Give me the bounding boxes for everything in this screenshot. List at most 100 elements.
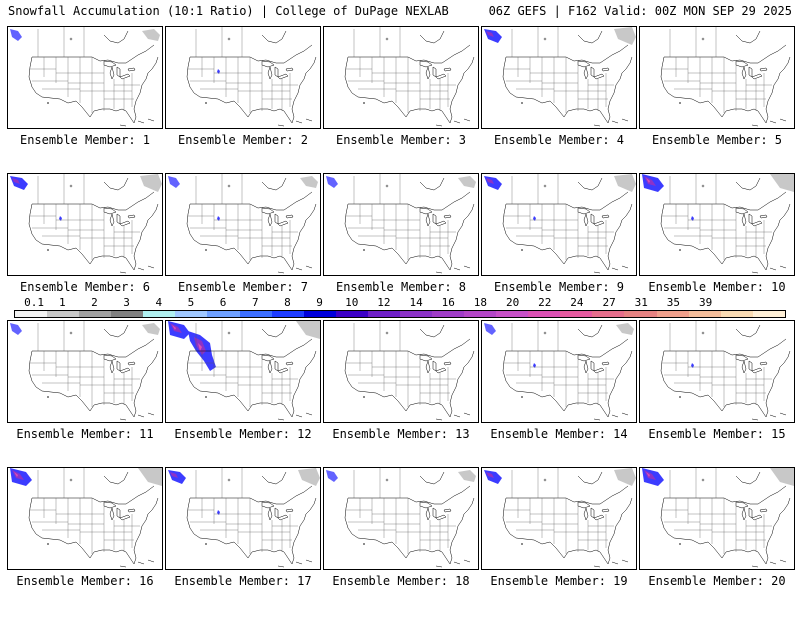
colorbar-tick-label: 14 [409, 296, 423, 309]
ensemble-panel: Ensemble Member: 3 [323, 26, 479, 176]
ensemble-member-label: Ensemble Member: 19 [490, 574, 628, 588]
snowfall-overlay [484, 174, 636, 221]
ensemble-member-label: Ensemble Member: 15 [648, 427, 786, 441]
snowfall-map [481, 320, 637, 423]
ensemble-panel: Ensemble Member: 18 [323, 467, 479, 617]
ensemble-member-label: Ensemble Member: 13 [332, 427, 470, 441]
colorbar-segment [720, 311, 753, 317]
ensemble-panel: Ensemble Member: 11 [7, 320, 163, 470]
snowfall-overlay [10, 29, 160, 41]
colorbar-tick-label: 35 [666, 296, 681, 309]
colorbar-tick-label: 3 [123, 296, 130, 309]
snowfall-map [639, 467, 795, 570]
ensemble-member-label: Ensemble Member: 18 [332, 574, 470, 588]
colorbar-tick-label: 22 [538, 296, 552, 309]
ensemble-member-label: Ensemble Member: 17 [174, 574, 312, 588]
ensemble-member-label: Ensemble Member: 12 [174, 427, 312, 441]
colorbar-scale [14, 310, 786, 318]
colorbar-tick-label: 4 [155, 296, 163, 309]
colorbar-tick-label: 20 [505, 296, 520, 309]
colorbar-segment [111, 311, 144, 317]
snowfall-overlay [10, 174, 162, 221]
colorbar-tick-label: 39 [698, 296, 713, 309]
colorbar-segment [688, 311, 721, 317]
ensemble-member-label: Ensemble Member: 5 [651, 133, 783, 147]
colorbar-tick-label: 5 [187, 296, 195, 309]
snowfall-overlay [484, 27, 636, 45]
snowfall-overlay [642, 468, 794, 486]
colorbar-segment [560, 311, 593, 317]
snowfall-map [323, 26, 479, 129]
colorbar-tick-label: 2 [91, 296, 98, 309]
ensemble-member-label: Ensemble Member: 4 [493, 133, 625, 147]
colorbar-segment [15, 311, 48, 317]
colorbar-segment [752, 311, 785, 317]
colorbar-tick-label: 12 [377, 296, 391, 309]
ensemble-panel: Ensemble Member: 5 [639, 26, 795, 176]
colorbar-segment [239, 311, 272, 317]
ensemble-panel: Ensemble Member: 13 [323, 320, 479, 470]
colorbar-tick-label: 9 [316, 296, 323, 309]
snowfall-overlay [168, 176, 318, 221]
colorbar-segment [143, 311, 176, 317]
ensemble-member-label: Ensemble Member: 20 [648, 574, 786, 588]
ensemble-member-label: Ensemble Member: 11 [16, 427, 154, 441]
ensemble-panel: Ensemble Member: 4 [481, 26, 637, 176]
snowfall-map [481, 26, 637, 129]
ensemble-panel: Ensemble Member: 14 [481, 320, 637, 470]
ensemble-member-label: Ensemble Member: 6 [19, 280, 151, 294]
ensemble-member-label: Ensemble Member: 3 [335, 133, 467, 147]
snowfall-overlay [642, 174, 794, 221]
snowfall-map [323, 320, 479, 423]
colorbar-segment [496, 311, 529, 317]
snowfall-map [7, 320, 163, 423]
snowfall-map [639, 26, 795, 129]
colorbar-tick-label: 31 [634, 296, 648, 309]
snowfall-map [323, 467, 479, 570]
colorbar-segment [47, 311, 80, 317]
colorbar-segment [432, 311, 465, 317]
ensemble-panel: Ensemble Member: 17 [165, 467, 321, 617]
colorbar-segment [592, 311, 625, 317]
ensemble-member-label: Ensemble Member: 1 [19, 133, 151, 147]
snowfall-map [639, 320, 795, 423]
ensemble-panel: Ensemble Member: 15 [639, 320, 795, 470]
snowfall-overlay [168, 321, 320, 371]
ensemble-panel: Ensemble Member: 9 [481, 173, 637, 323]
colorbar-tick-label: 10 [345, 296, 359, 309]
colorbar-segment [303, 311, 336, 317]
ensemble-member-label: Ensemble Member: 10 [648, 280, 786, 294]
ensemble-member-label: Ensemble Member: 16 [16, 574, 154, 588]
ensemble-panel: Ensemble Member: 6 [7, 173, 163, 323]
snowfall-map [7, 26, 163, 129]
model-run-info: 06Z GEFS | F162 Valid: 00Z MON SEP 29 20… [488, 4, 792, 18]
snowfall-overlay [326, 470, 476, 482]
snowfall-overlay [168, 468, 320, 515]
colorbar-segment [624, 311, 657, 317]
ensemble-panel: Ensemble Member: 1 [7, 26, 163, 176]
snowfall-map [165, 26, 321, 129]
snowfall-overlay [10, 323, 160, 335]
colorbar-segment [367, 311, 400, 317]
colorbar-segment [528, 311, 561, 317]
ensemble-panel: Ensemble Member: 8 [323, 173, 479, 323]
snowfall-overlay [691, 363, 694, 368]
ensemble-member-label: Ensemble Member: 9 [493, 280, 625, 294]
colorbar-tick-label: 6 [219, 296, 227, 309]
ensemble-panel: Ensemble Member: 19 [481, 467, 637, 617]
snowfall-map [165, 173, 321, 276]
ensemble-panel: Ensemble Member: 20 [639, 467, 795, 617]
snowfall-map [481, 173, 637, 276]
colorbar-tick-label: 24 [570, 296, 584, 309]
ensemble-member-label: Ensemble Member: 14 [490, 427, 628, 441]
colorbar-segment [335, 311, 368, 317]
snowfall-map [481, 467, 637, 570]
snowfall-map [7, 173, 163, 276]
colorbar-tick-label: 27 [602, 296, 616, 309]
colorbar-tick-label: 0.1 [24, 296, 45, 309]
colorbar-tick-label: 18 [473, 296, 488, 309]
ensemble-member-label: Ensemble Member: 2 [177, 133, 309, 147]
ensemble-panel: Ensemble Member: 12 [165, 320, 321, 470]
snowfall-map [165, 467, 321, 570]
colorbar-tick-label: 16 [441, 296, 455, 309]
